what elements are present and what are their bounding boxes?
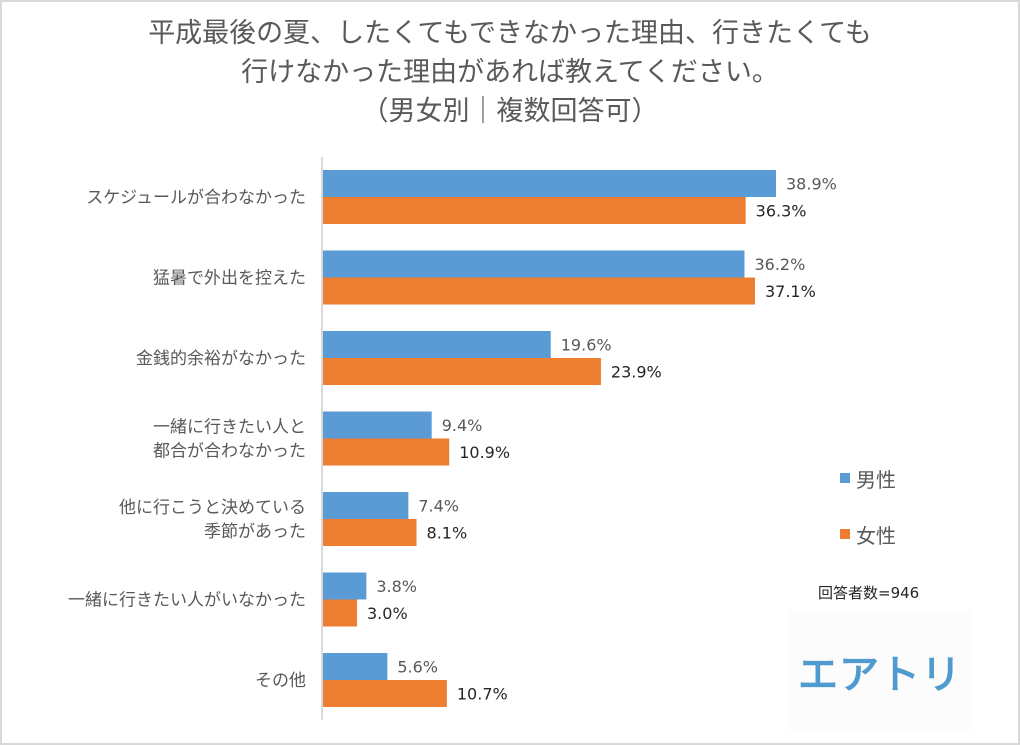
title-line-2: 行けなかった理由があれば教えてください。 (241, 57, 779, 88)
category-label: スケジュールが合わなかった (86, 188, 306, 208)
legend: 男性 女性 (840, 450, 896, 562)
data-label-female: 36.3% (756, 202, 807, 221)
legend-label-female: 女性 (856, 523, 896, 548)
data-label-female: 23.9% (611, 363, 662, 382)
legend-swatch-female (840, 529, 850, 539)
bar-female (322, 277, 755, 305)
data-label-male: 9.4% (442, 416, 483, 435)
category-label: 他に行こうと決めている (119, 498, 306, 518)
bar-male (322, 411, 432, 439)
bar-female (322, 438, 450, 466)
bar-male (322, 250, 745, 278)
bar-male (322, 492, 409, 519)
legend-label-male: 男性 (856, 467, 896, 492)
data-label-female: 8.1% (427, 524, 468, 543)
bar-male (322, 331, 551, 358)
chart-title: 平成最後の夏、したくてもできなかった理由、行きたくても 行けなかった理由があれば… (0, 14, 1020, 131)
bar-female (322, 519, 417, 546)
bar-female (322, 599, 358, 627)
bar-female (322, 358, 601, 385)
category-label: 都合が合わなかった (153, 442, 306, 462)
data-label-male: 5.6% (397, 658, 438, 677)
data-label-male: 38.9% (786, 175, 837, 194)
data-label-male: 3.8% (376, 577, 417, 596)
data-label-male: 36.2% (754, 255, 805, 274)
title-line-1: 平成最後の夏、したくてもできなかった理由、行きたくても (148, 18, 872, 49)
logo-box: エアトリ (788, 611, 972, 731)
title-line-3: （男女別｜複数回答可） (361, 96, 659, 127)
legend-item-female: 女性 (840, 506, 896, 562)
bar-male (322, 170, 776, 197)
data-label-female: 10.7% (457, 685, 508, 704)
brand-logo: エアトリ (798, 652, 962, 698)
bar-male (322, 653, 388, 680)
category-label: 金銭的余裕がなかった (136, 349, 306, 369)
bar-female (322, 680, 447, 707)
category-label: 一緒に行きたい人と (153, 418, 306, 438)
category-label: 一緒に行きたい人がいなかった (68, 591, 306, 611)
legend-item-male: 男性 (840, 450, 896, 506)
category-label: 猛暑で外出を控えた (153, 269, 306, 289)
category-label: 季節があった (204, 522, 306, 542)
category-label: その他 (255, 671, 306, 691)
data-label-male: 19.6% (561, 336, 612, 355)
data-label-female: 3.0% (367, 604, 408, 623)
bar-male (322, 572, 367, 600)
bar-female (322, 197, 746, 224)
legend-swatch-male (840, 473, 850, 483)
data-label-female: 10.9% (459, 443, 510, 462)
data-label-female: 37.1% (765, 282, 816, 301)
data-label-male: 7.4% (418, 497, 459, 516)
respondent-count: 回答者数=946 (818, 584, 920, 602)
